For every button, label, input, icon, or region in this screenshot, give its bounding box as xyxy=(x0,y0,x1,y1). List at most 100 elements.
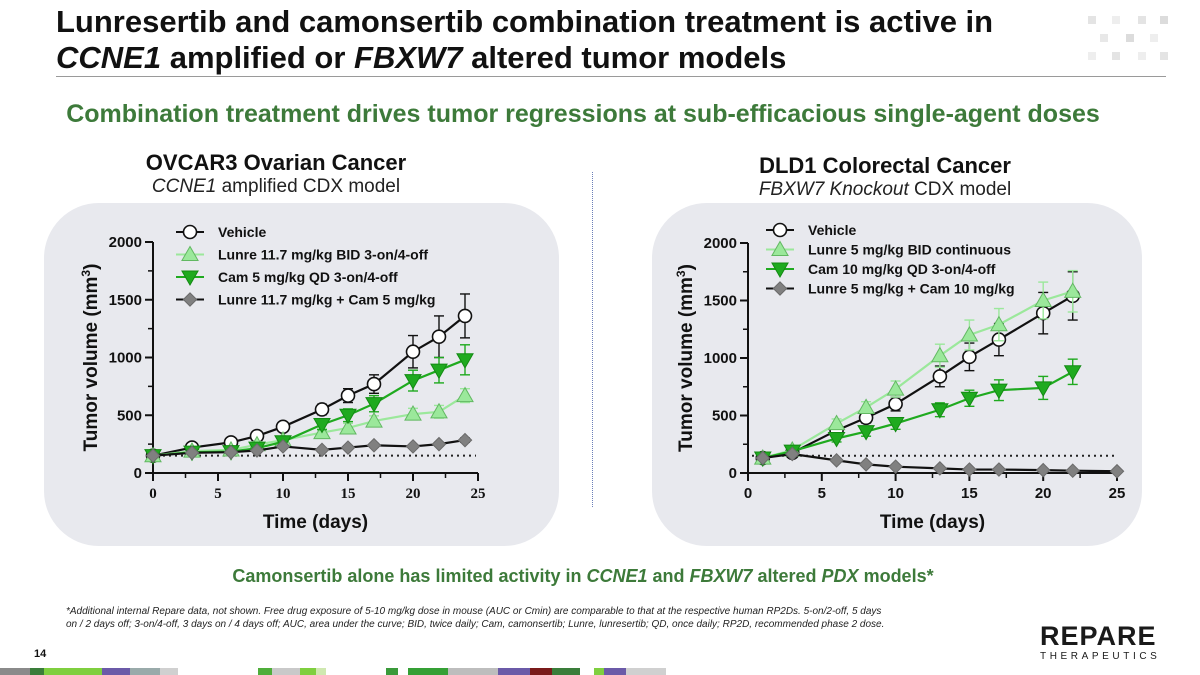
series-line xyxy=(762,370,1074,460)
data-point xyxy=(1063,282,1082,298)
title-gene-ccne1: CCNE1 xyxy=(56,40,162,75)
data-point xyxy=(314,402,330,417)
data-point xyxy=(784,446,800,462)
y-tick-label: 0 xyxy=(134,465,142,482)
data-point xyxy=(960,391,979,408)
data-point xyxy=(755,450,771,466)
x-tick-label: 0 xyxy=(744,485,752,502)
legend-marker xyxy=(772,222,788,238)
series xyxy=(753,358,1082,468)
data-point xyxy=(858,457,874,472)
footline-mid: and xyxy=(647,566,690,586)
data-point xyxy=(404,405,422,421)
x-tick-label: 10 xyxy=(276,486,291,502)
legend-label: Lunre 11.7 mg/kg + Cam 5 mg/kg xyxy=(218,292,435,308)
footline-gene-fbxw7: FBXW7 xyxy=(689,566,753,586)
data-point xyxy=(829,452,844,468)
company-logo: REPARE THERAPEUTICS xyxy=(1040,622,1158,663)
x-axis-label: Time (days) xyxy=(263,512,368,533)
chart-dld1: 0 500 1000 1500 2000 0 5 10 15 20 25 Time (days) Tum… xyxy=(674,222,1125,533)
series xyxy=(145,432,473,464)
data-point xyxy=(962,349,977,365)
data-point xyxy=(431,436,447,452)
y-tick-label: 2000 xyxy=(109,234,142,251)
data-point xyxy=(404,374,422,390)
y-tick-label: 1500 xyxy=(109,292,142,309)
chart-header-ovcar3: OVCAR3 Ovarian Cancer CCNE1 amplified CD… xyxy=(66,150,486,198)
chart-subtitle: CCNE1 amplified CDX model xyxy=(66,176,486,198)
x-tick-label: 25 xyxy=(471,486,486,502)
title-mid: amplified or xyxy=(161,40,355,75)
y-axis-label: Tumor volume (mm3) xyxy=(79,264,102,452)
x-tick-label: 0 xyxy=(149,486,157,502)
chart-panel-dld1 xyxy=(652,203,1142,546)
footline-pdx: PDX xyxy=(821,566,859,586)
chart-title: OVCAR3 Ovarian Cancer xyxy=(145,150,407,175)
data-point xyxy=(857,425,875,441)
data-point xyxy=(1034,291,1053,308)
logo-subtext: THERAPEUTICS xyxy=(1040,651,1161,662)
data-point xyxy=(313,417,331,434)
slide-title: Lunresertib and camonsertib combination … xyxy=(56,4,1056,76)
chart-title: DLD1 Colorectal Cancer xyxy=(759,153,1011,178)
x-tick-label: 10 xyxy=(887,485,904,502)
data-point xyxy=(431,329,447,345)
chart-subtitle: FBXW7 Knockout CDX model xyxy=(675,179,1095,201)
legend-label: Lunre 11.7 mg/kg BID 3-on/4-off xyxy=(218,247,428,263)
title-gene-fbxw7: FBXW7 xyxy=(354,40,463,75)
data-point xyxy=(827,431,846,448)
data-point xyxy=(405,439,421,454)
legend-item: Cam 10 mg/kg QD 3-on/4-off xyxy=(766,261,996,279)
legend-marker xyxy=(772,281,788,296)
data-point xyxy=(827,414,846,431)
footline-mid2: altered xyxy=(752,566,822,586)
data-point xyxy=(1063,365,1082,381)
series xyxy=(145,293,473,463)
bottom-color-bar xyxy=(0,668,1200,675)
x-axis-label: Time (days) xyxy=(880,512,985,533)
x-tick-label: 15 xyxy=(341,486,356,502)
logo-wordmark: REPARE xyxy=(1040,621,1157,651)
data-point xyxy=(365,397,383,413)
data-point xyxy=(930,346,949,363)
data-point xyxy=(223,444,239,460)
data-point xyxy=(457,308,473,324)
y-tick-label: 1500 xyxy=(704,293,737,310)
y-tick-label: 500 xyxy=(117,407,142,424)
data-point xyxy=(456,386,474,403)
legend-label: Lunre 5 mg/kg BID continuous xyxy=(808,242,1011,258)
data-point xyxy=(1034,381,1053,397)
legend-item: Lunre 11.7 mg/kg + Cam 5 mg/kg xyxy=(176,292,435,308)
series xyxy=(755,271,1081,466)
legend-item: Lunre 11.7 mg/kg BID 3-on/4-off xyxy=(176,245,428,263)
chart-subtitle-rest: CDX model xyxy=(908,179,1012,200)
data-point xyxy=(430,402,448,419)
y-tick-label: 2000 xyxy=(704,235,737,252)
footnote: *Additional internal Repare data, not sh… xyxy=(66,606,885,630)
data-point xyxy=(366,376,382,392)
data-point xyxy=(339,408,357,425)
legend-label: Vehicle xyxy=(808,222,856,238)
chart-subtitle-gene: FBXW7 Knockout xyxy=(758,179,909,200)
data-point xyxy=(145,448,161,464)
data-point xyxy=(932,461,948,476)
data-point xyxy=(457,432,473,448)
data-point xyxy=(990,383,1008,400)
footline-end: models* xyxy=(858,566,934,586)
data-point xyxy=(1035,462,1051,478)
data-point xyxy=(249,443,265,458)
legend-item: Vehicle xyxy=(176,224,266,240)
legend-item: Vehicle xyxy=(766,222,856,238)
data-point xyxy=(405,344,421,360)
chart-ovcar3: 0 500 1000 1500 2000 0 5 10 15 20 25 Time (days) Tum… xyxy=(79,224,486,533)
data-point xyxy=(340,440,356,455)
x-tick-label: 20 xyxy=(1035,485,1052,502)
footline-gene-ccne1: CCNE1 xyxy=(586,566,648,586)
legend-item: Cam 5 mg/kg QD 3-on/4-off xyxy=(176,269,398,287)
decorative-dot-grid xyxy=(1088,16,1168,60)
data-point xyxy=(990,315,1008,332)
data-point xyxy=(930,403,949,419)
x-tick-label: 20 xyxy=(406,486,421,502)
data-point xyxy=(365,411,383,428)
